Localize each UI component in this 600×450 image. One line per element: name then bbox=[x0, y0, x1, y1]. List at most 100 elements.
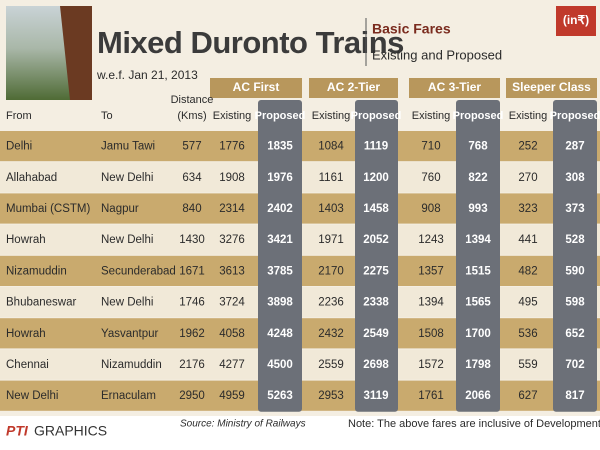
group-header: Sleeper Class bbox=[512, 80, 591, 94]
sub-column-header: Proposed bbox=[550, 110, 600, 122]
cell-existing: 760 bbox=[421, 172, 440, 184]
group-header-bg bbox=[309, 78, 398, 98]
footer-logo: PTI bbox=[6, 423, 29, 439]
proposed-band bbox=[456, 100, 500, 412]
cell-existing: 536 bbox=[518, 328, 537, 340]
cell-existing: 4058 bbox=[219, 328, 245, 340]
cell-distance: 1430 bbox=[179, 234, 205, 246]
cell-proposed: 590 bbox=[565, 265, 584, 277]
cell-to: Ernaculam bbox=[101, 390, 156, 402]
cell-distance: 840 bbox=[182, 203, 201, 215]
cell-existing: 2953 bbox=[318, 390, 344, 402]
column-header: From bbox=[6, 110, 32, 122]
cell-to: Nizamuddin bbox=[101, 359, 162, 371]
cell-distance: 634 bbox=[182, 172, 202, 184]
sub-column-header: Proposed bbox=[351, 110, 402, 122]
cell-to: Nagpur bbox=[101, 203, 139, 215]
cell-proposed: 1798 bbox=[465, 359, 491, 371]
proposed-band bbox=[553, 100, 597, 412]
cell-proposed: 2698 bbox=[363, 359, 389, 371]
footer-source: Source: Ministry of Railways bbox=[180, 419, 306, 430]
cell-existing: 1508 bbox=[418, 328, 444, 340]
proposed-band bbox=[258, 100, 302, 412]
cell-existing: 1084 bbox=[318, 141, 344, 153]
cell-from: New Delhi bbox=[6, 390, 58, 402]
cell-existing: 270 bbox=[518, 172, 537, 184]
cell-existing: 495 bbox=[518, 297, 537, 309]
sub-column-header: Existing bbox=[509, 110, 548, 122]
cell-to: Secunderabad bbox=[101, 265, 176, 277]
cell-existing: 2432 bbox=[318, 328, 344, 340]
column-header: To bbox=[101, 110, 113, 122]
cell-distance: 2950 bbox=[179, 390, 205, 402]
cell-from: Nizamuddin bbox=[6, 265, 67, 277]
cell-proposed: 3421 bbox=[267, 234, 293, 246]
sub-column-header: Existing bbox=[213, 110, 252, 122]
cell-from: Mumbai (CSTM) bbox=[6, 203, 91, 215]
cell-from: Chennai bbox=[6, 359, 49, 371]
cell-distance: 1746 bbox=[179, 297, 205, 309]
cell-proposed: 1976 bbox=[267, 172, 293, 184]
cell-proposed: 3119 bbox=[364, 390, 389, 402]
cell-existing: 2236 bbox=[318, 297, 344, 309]
cell-proposed: 598 bbox=[565, 297, 585, 309]
cell-existing: 2559 bbox=[318, 359, 344, 371]
cell-distance: 1671 bbox=[179, 265, 205, 277]
cell-existing: 1357 bbox=[418, 265, 444, 277]
cell-existing: 1161 bbox=[319, 172, 344, 184]
cell-existing: 1243 bbox=[418, 234, 444, 246]
cell-proposed: 1515 bbox=[465, 265, 491, 277]
group-header-bg bbox=[210, 78, 302, 98]
cell-proposed: 528 bbox=[565, 234, 585, 246]
cell-existing: 908 bbox=[421, 203, 440, 215]
cell-existing: 710 bbox=[421, 141, 440, 153]
cell-existing: 441 bbox=[518, 234, 537, 246]
currency: (in₹) bbox=[563, 13, 589, 27]
cell-proposed: 3898 bbox=[267, 297, 293, 309]
cell-proposed: 1200 bbox=[363, 172, 389, 184]
photo-train bbox=[60, 6, 92, 100]
cell-proposed: 993 bbox=[468, 203, 487, 215]
cell-from: Howrah bbox=[6, 328, 46, 340]
cell-existing: 1403 bbox=[318, 203, 344, 215]
currency-badge bbox=[556, 6, 596, 36]
cell-proposed: 2275 bbox=[363, 265, 389, 277]
cell-proposed: 1119 bbox=[364, 141, 388, 153]
cell-proposed: 1835 bbox=[267, 141, 293, 153]
cell-distance: 1962 bbox=[179, 328, 205, 340]
cell-proposed: 817 bbox=[565, 390, 584, 402]
sub-column-header: Proposed bbox=[255, 110, 306, 122]
cell-proposed: 3785 bbox=[267, 265, 293, 277]
cell-to: New Delhi bbox=[101, 172, 153, 184]
cell-proposed: 822 bbox=[468, 172, 487, 184]
description: Existing and Proposed bbox=[372, 47, 502, 62]
cell-existing: 3724 bbox=[219, 297, 245, 309]
subtitle: Basic Fares bbox=[372, 21, 451, 37]
cell-from: Delhi bbox=[6, 141, 32, 153]
cell-proposed: 1565 bbox=[465, 297, 491, 309]
cell-distance: 2176 bbox=[179, 359, 205, 371]
cell-to: New Delhi bbox=[101, 234, 153, 246]
cell-existing: 4277 bbox=[219, 359, 245, 371]
sub-column-header: Existing bbox=[412, 110, 451, 122]
cell-existing: 2170 bbox=[318, 265, 344, 277]
cell-existing: 1908 bbox=[219, 172, 245, 184]
cell-existing: 1971 bbox=[318, 234, 344, 246]
proposed-band bbox=[355, 100, 398, 412]
cell-distance: 577 bbox=[182, 141, 201, 153]
cell-existing: 1572 bbox=[418, 359, 444, 371]
column-header: Distance bbox=[171, 94, 214, 106]
cell-proposed: 2338 bbox=[363, 297, 389, 309]
sub-column-header: Existing bbox=[312, 110, 351, 122]
cell-to: Yasvantpur bbox=[101, 328, 158, 340]
column-header: (Kms) bbox=[177, 110, 206, 122]
cell-existing: 559 bbox=[518, 359, 537, 371]
footer-note: Note: The above fares are inclusive of D… bbox=[348, 418, 600, 430]
sub-column-header: Proposed bbox=[453, 110, 504, 122]
cell-existing: 3613 bbox=[219, 265, 245, 277]
title: Mixed Duronto Trains bbox=[97, 25, 404, 60]
footer-bg bbox=[0, 416, 600, 450]
cell-from: Allahabad bbox=[6, 172, 57, 184]
cell-proposed: 2549 bbox=[363, 328, 389, 340]
